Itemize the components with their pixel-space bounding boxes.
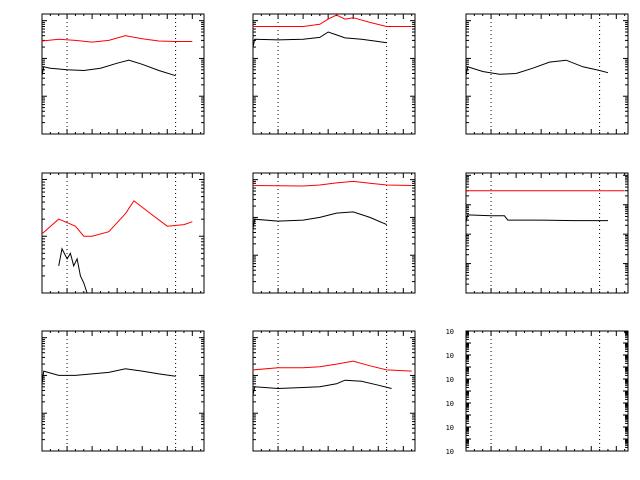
panel-det-3	[465, 13, 629, 135]
y-tick-label: 10	[446, 376, 454, 384]
plot-frame	[252, 13, 416, 135]
series-events-line	[41, 59, 176, 77]
series-lld-line	[252, 180, 412, 187]
y-tick-label: 10	[446, 448, 454, 456]
plot-frame	[252, 172, 416, 294]
y-tick-label: 10	[446, 424, 454, 432]
series-lld-line	[41, 200, 193, 237]
series-events-line	[41, 368, 176, 384]
panel-det-7	[41, 330, 205, 452]
series-events-line	[252, 211, 387, 229]
plot-frame	[41, 330, 205, 452]
plot-frame	[41, 172, 205, 294]
panel-det-8	[252, 330, 416, 452]
plot-frame	[41, 13, 205, 135]
plot-frame	[252, 330, 416, 452]
y-tick-label: 10	[446, 328, 454, 336]
series-lld-line	[252, 360, 412, 372]
series-events-line	[58, 247, 88, 294]
series-lld-line	[253, 14, 412, 27]
panel-det-4	[41, 172, 205, 294]
plot-frame	[465, 330, 629, 452]
series-events-line	[465, 59, 609, 76]
panel-det-5	[252, 172, 416, 294]
plot-frame	[465, 172, 629, 294]
panel-det-2	[252, 13, 416, 135]
y-tick-label: 10	[446, 352, 454, 360]
series-events-line	[465, 214, 608, 223]
series-lld-line	[41, 35, 193, 43]
series-events-line	[252, 379, 392, 396]
panel-det-9: 10 10 10 10 10 10	[446, 328, 629, 456]
series-events-line	[252, 31, 387, 48]
plot-frame	[465, 13, 629, 135]
y-tick-label: 10	[446, 400, 454, 408]
panel-det-1	[41, 13, 205, 135]
panel-det-6	[465, 172, 629, 294]
